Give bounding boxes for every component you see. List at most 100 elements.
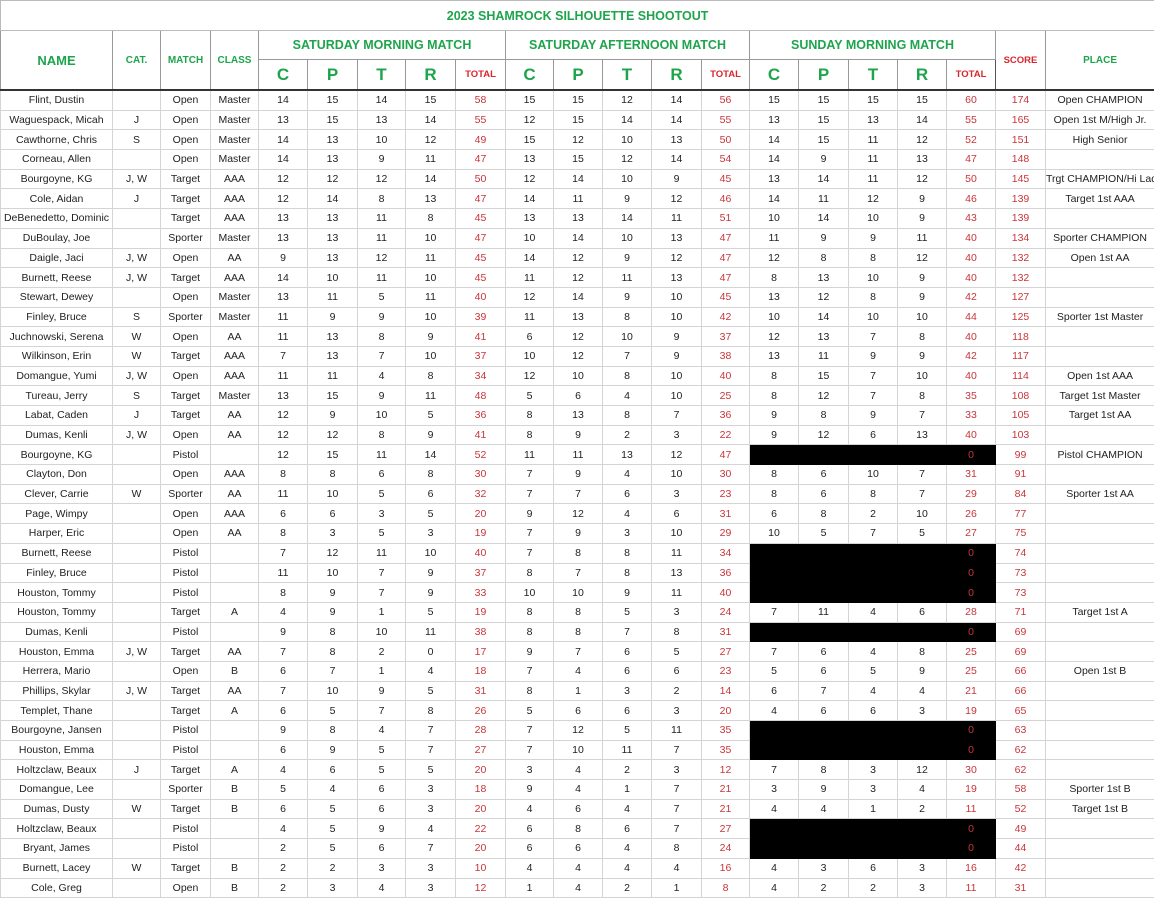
cell-sat-pm-total: 47 — [701, 267, 750, 288]
table-row: Waguespack, Micah J Open Master 13 15 13 14 55 12… — [0, 109, 1154, 131]
cell-cat: W — [112, 857, 161, 879]
cell-sat-am-total: 41 — [455, 326, 506, 347]
cell-sun-p: 12 — [798, 286, 849, 308]
cell-sat-am-c: 13 — [258, 385, 308, 406]
cell-sun-c: 10 — [749, 523, 799, 544]
table-row: Burnett, Reese Pistol 7 12 11 10 40 7 8 8 11 34 0 74 — [0, 542, 1154, 564]
cell-place: Target 1st Master — [1044, 385, 1154, 406]
cell-sun-t — [848, 621, 898, 643]
cell-sat-pm-p: 6 — [553, 838, 603, 859]
cell-match: Open — [160, 464, 211, 485]
cell-name: Cole, Aidan — [0, 188, 113, 210]
cell-sat-pm-r: 1 — [651, 877, 702, 899]
cell-sat-pm-total: 23 — [701, 660, 750, 682]
cell-sun-r: 5 — [897, 523, 947, 544]
cell-sat-pm-t: 12 — [602, 149, 652, 170]
cell-name: Bryant, James — [0, 838, 113, 859]
cell-sat-am-r: 7 — [405, 739, 456, 761]
cell-cat: S — [112, 129, 161, 151]
cell-match: Pistol — [160, 444, 211, 466]
cell-sat-am-c: 12 — [258, 168, 308, 190]
cell-sat-am-total: 52 — [455, 444, 506, 466]
cell-cat — [112, 464, 161, 485]
cell-sat-am-c: 12 — [258, 444, 308, 466]
cell-match: Open — [160, 523, 211, 544]
cell-sat-pm-t: 9 — [602, 188, 652, 210]
cell-match: Target — [160, 345, 211, 367]
table-row: Houston, Tommy Target A 4 9 1 5 19 8 8 5 3 24 7 11 4 6 28… — [0, 601, 1154, 623]
cell-sat-pm-total: 54 — [701, 149, 750, 170]
cell-sun-t: 10 — [848, 208, 898, 229]
cell-sat-am-p: 9 — [307, 405, 358, 426]
cell-sat-pm-total: 8 — [701, 877, 750, 899]
cell-sat-am-c: 6 — [258, 739, 308, 761]
cell-sat-pm-p: 13 — [553, 208, 603, 229]
cell-match: Open — [160, 247, 211, 269]
cell-sat-pm-c: 7 — [505, 739, 554, 761]
table-row: Cole, Aidan J Target AAA 12 14 8 13 47 14 11 9 12 46 1… — [0, 188, 1154, 210]
cell-score: 62 — [995, 759, 1046, 781]
table-row: Harper, Eric Open AA 8 3 5 3 19 7 9 3 10 29 10 5 7 5 27 75 — [0, 523, 1154, 544]
cell-class: Master — [210, 385, 259, 406]
cell-class: Master — [210, 306, 259, 328]
cell-sun-total: 40 — [946, 227, 996, 249]
cell-sat-am-r: 10 — [405, 227, 456, 249]
cell-sat-pm-c: 8 — [505, 621, 554, 643]
cell-sat-am-r: 14 — [405, 168, 456, 190]
cell-class: AA — [210, 405, 259, 426]
table-row: Dumas, Dusty W Target B 6 5 6 3 20 4 6 4 7 21 4 4 1 2 11 52… — [0, 798, 1154, 820]
cell-sat-am-p: 9 — [307, 582, 358, 603]
cell-sat-pm-c: 13 — [505, 208, 554, 229]
cell-score: 114 — [995, 365, 1046, 387]
cell-sun-c — [749, 621, 799, 643]
cell-sun-t — [848, 720, 898, 741]
cell-sat-am-c: 6 — [258, 798, 308, 820]
cell-sat-am-r: 3 — [405, 798, 456, 820]
cell-sun-p: 14 — [798, 208, 849, 229]
cell-sat-am-r: 5 — [405, 503, 456, 525]
table-row: Holtzclaw, Beaux J Target A 4 6 5 5 20 3 4 2 3 12 7 8 3 1… — [0, 759, 1154, 781]
cell-sat-am-total: 18 — [455, 660, 506, 682]
cell-sat-am-t: 11 — [357, 542, 406, 564]
cell-class: AAA — [210, 345, 259, 367]
cell-sat-am-c: 12 — [258, 424, 308, 446]
cell-place — [1044, 464, 1154, 485]
cell-sun-total: 35 — [946, 385, 996, 406]
cell-place: Open 1st B — [1044, 660, 1154, 682]
cell-sat-pm-t: 9 — [602, 286, 652, 308]
cell-sat-pm-r: 11 — [651, 720, 702, 741]
cell-sat-pm-r: 9 — [651, 345, 702, 367]
cell-score: 58 — [995, 779, 1046, 800]
cell-sat-pm-t: 1 — [602, 779, 652, 800]
cell-score: 125 — [995, 306, 1046, 328]
cell-match: Target — [160, 641, 211, 662]
cell-sun-t — [848, 444, 898, 466]
cell-sun-t: 13 — [848, 109, 898, 131]
cell-match: Open — [160, 326, 211, 347]
cell-sun-r — [897, 739, 947, 761]
cell-sat-pm-total: 45 — [701, 168, 750, 190]
cell-sat-pm-c: 11 — [505, 306, 554, 328]
cell-sun-t: 2 — [848, 503, 898, 525]
cell-name: Burnett, Reese — [0, 542, 113, 564]
cell-class: B — [210, 660, 259, 682]
cell-sun-p: 8 — [798, 247, 849, 269]
cell-name: DuBoulay, Joe — [0, 227, 113, 249]
cell-sun-c: 9 — [749, 405, 799, 426]
cell-sat-pm-t: 10 — [602, 168, 652, 190]
cell-sun-p: 6 — [798, 641, 849, 662]
cell-sat-am-total: 45 — [455, 247, 506, 269]
cell-name: Houston, Emma — [0, 641, 113, 662]
cell-place — [1044, 503, 1154, 525]
cell-sun-r: 9 — [897, 286, 947, 308]
cell-score: 62 — [995, 739, 1046, 761]
cell-sun-p: 9 — [798, 779, 849, 800]
cell-match: Sporter — [160, 227, 211, 249]
cell-sat-am-p: 5 — [307, 700, 358, 721]
subheader-saturday-afternoon-total: TOTAL — [701, 59, 750, 91]
cell-sat-pm-p: 9 — [553, 464, 603, 485]
cell-sun-total: 0 — [946, 444, 996, 466]
cell-place: Target 1st B — [1044, 798, 1154, 820]
cell-sun-t: 10 — [848, 267, 898, 288]
cell-sat-pm-r: 14 — [651, 149, 702, 170]
